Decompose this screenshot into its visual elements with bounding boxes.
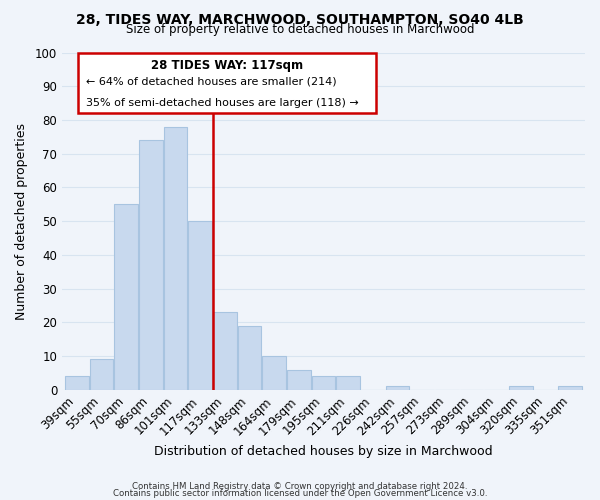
Y-axis label: Number of detached properties: Number of detached properties (15, 122, 28, 320)
Text: 28, TIDES WAY, MARCHWOOD, SOUTHAMPTON, SO40 4LB: 28, TIDES WAY, MARCHWOOD, SOUTHAMPTON, S… (76, 12, 524, 26)
Bar (559, 386, 582, 390)
FancyBboxPatch shape (78, 52, 376, 113)
X-axis label: Distribution of detached houses by size in Marchwood: Distribution of detached houses by size … (154, 444, 493, 458)
Text: 28 TIDES WAY: 117sqm: 28 TIDES WAY: 117sqm (151, 59, 303, 72)
Text: ← 64% of detached houses are smaller (214): ← 64% of detached houses are smaller (21… (86, 77, 336, 87)
Bar (287, 370, 311, 390)
Bar (188, 221, 212, 390)
Text: Size of property relative to detached houses in Marchwood: Size of property relative to detached ho… (126, 22, 474, 36)
Text: Contains public sector information licensed under the Open Government Licence v3: Contains public sector information licen… (113, 489, 487, 498)
Bar (238, 326, 261, 390)
Bar (65, 376, 89, 390)
Bar (139, 140, 163, 390)
Bar (213, 312, 236, 390)
Text: 35% of semi-detached houses are larger (118) →: 35% of semi-detached houses are larger (… (86, 98, 358, 108)
Bar (115, 204, 138, 390)
Text: Contains HM Land Registry data © Crown copyright and database right 2024.: Contains HM Land Registry data © Crown c… (132, 482, 468, 491)
Bar (386, 386, 409, 390)
Bar (90, 360, 113, 390)
Bar (262, 356, 286, 390)
Bar (337, 376, 360, 390)
Bar (312, 376, 335, 390)
Bar (509, 386, 533, 390)
Bar (164, 126, 187, 390)
